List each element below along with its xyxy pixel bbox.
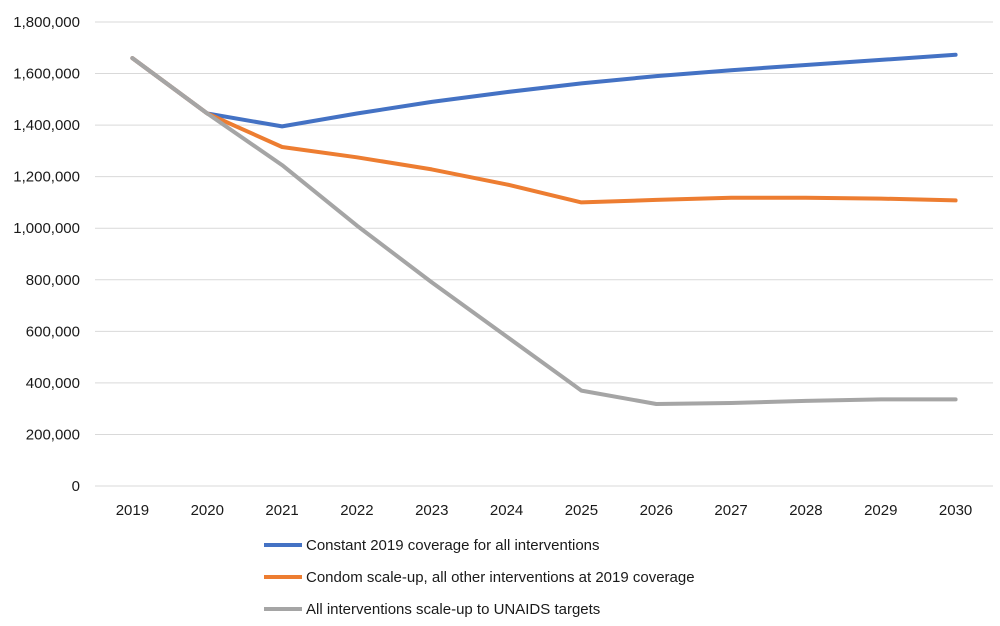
x-tick-label: 2025 — [565, 502, 598, 519]
y-tick-label: 800,000 — [26, 272, 80, 289]
legend-label-3: All interventions scale-up to UNAIDS tar… — [306, 601, 600, 618]
series-line-1 — [130, 52, 958, 129]
x-tick-label: 2028 — [789, 502, 822, 519]
x-tick-label: 2020 — [191, 502, 224, 519]
x-tick-label: 2027 — [714, 502, 747, 519]
y-tick-label: 1,000,000 — [13, 220, 80, 237]
x-tick-label: 2021 — [265, 502, 298, 519]
x-tick-label: 2026 — [640, 502, 673, 519]
x-tick-label: 2024 — [490, 502, 523, 519]
y-tick-label: 200,000 — [26, 426, 80, 443]
series-lines — [130, 52, 958, 406]
x-tick-label: 2029 — [864, 502, 897, 519]
y-tick-label: 0 — [72, 478, 80, 495]
series-line-3 — [130, 56, 958, 406]
y-tick-label: 1,600,000 — [13, 66, 80, 83]
x-tick-label: 2023 — [415, 502, 448, 519]
y-axis-tick-labels: 0 200,000 400,000 600,000 800,000 1,000,000 1,… — [13, 14, 80, 495]
series-line-2 — [130, 56, 958, 205]
y-tick-label: 1,800,000 — [13, 14, 80, 31]
y-tick-label: 600,000 — [26, 323, 80, 340]
x-tick-label: 2019 — [116, 502, 149, 519]
y-tick-label: 1,400,000 — [13, 117, 80, 134]
y-tick-label: 400,000 — [26, 375, 80, 392]
legend: Constant 2019 coverage for all intervent… — [264, 537, 695, 618]
x-axis-tick-labels: 2019 2020 2021 2022 2023 2024 2025 2026 2027 2028… — [116, 502, 973, 519]
legend-label-2: Condom scale-up, all other interventions… — [306, 569, 695, 586]
y-tick-label: 1,200,000 — [13, 169, 80, 186]
legend-label-1: Constant 2019 coverage for all intervent… — [306, 537, 600, 554]
gridlines — [95, 21, 993, 435]
x-tick-label: 2030 — [939, 502, 972, 519]
x-tick-label: 2022 — [340, 502, 373, 519]
